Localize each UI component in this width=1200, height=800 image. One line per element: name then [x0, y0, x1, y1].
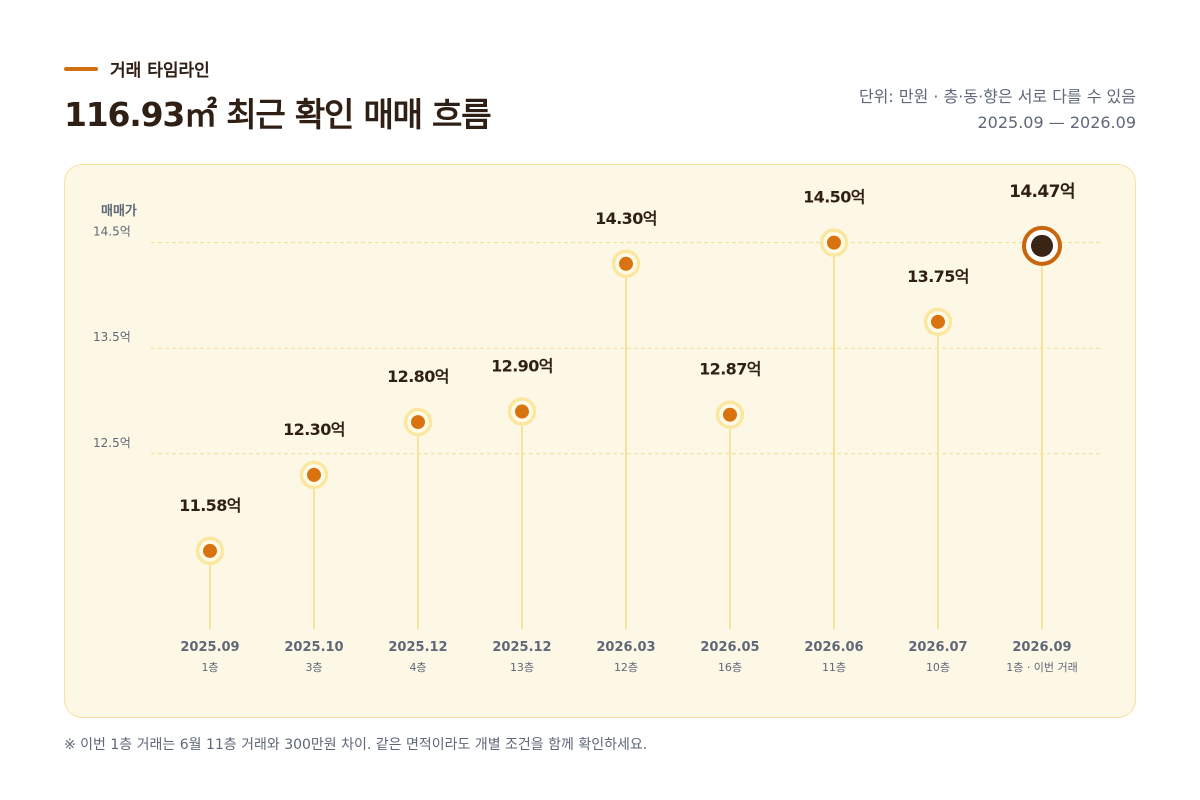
page-title: 116.93㎡ 최근 확인 매매 흐름 — [64, 95, 492, 134]
section-eyebrow: 거래 타임라인 — [64, 56, 210, 81]
x-floor-label: 3층 — [305, 661, 322, 674]
point-marker — [203, 543, 217, 558]
x-floor-label: 12층 — [614, 661, 638, 674]
x-date-label: 2026.07 — [908, 640, 967, 655]
eyebrow-accent-line — [64, 66, 98, 71]
x-floor-label: 13층 — [510, 661, 534, 674]
x-floor-label: 16층 — [718, 661, 742, 674]
x-date-label: 2025.09 — [180, 640, 239, 655]
point-value-label: 14.50억 — [803, 188, 865, 207]
point-value-label: 12.30억 — [283, 420, 345, 439]
point-value-label: 12.87억 — [699, 360, 761, 379]
point-marker — [411, 415, 425, 430]
x-floor-label: 10층 — [926, 661, 950, 674]
x-date-label: 2025.12 — [388, 640, 447, 655]
point-marker — [515, 404, 529, 419]
transaction-timeline-chart: 매매가 14.5억 13.5억 12.5억 11.58억 2025.09 1층 12.30억 2… — [93, 182, 1101, 674]
x-date-label: 2026.05 — [700, 640, 759, 655]
x-floor-label: 4층 — [409, 661, 426, 674]
point-value-label: 13.75억 — [907, 267, 969, 286]
y-tick-label: 12.5억 — [93, 436, 131, 450]
x-floor-label: 11층 — [822, 661, 846, 674]
point-marker — [619, 256, 633, 271]
point-value-label: 14.47억 — [1009, 182, 1075, 202]
point-marker — [931, 314, 945, 329]
y-axis-label: 매매가 — [101, 204, 137, 219]
point-value-label: 12.90억 — [491, 357, 553, 376]
chart-meta: 단위: 만원 · 층·동·향은 서로 다를 수 있음 2025.09 — 202… — [859, 84, 1136, 136]
point-marker — [827, 235, 841, 250]
unit-note: 단위: 만원 · 층·동·향은 서로 다를 수 있음 — [858, 87, 1136, 106]
point-value-label: 14.30억 — [595, 209, 657, 228]
point-marker — [723, 407, 737, 422]
x-floor-label: 1층 — [201, 661, 218, 674]
x-floor-label: 1층 · 이번 거래 — [1006, 661, 1078, 674]
x-date-label: 2026.03 — [596, 640, 655, 655]
date-range: 2025.09 — 2026.09 — [977, 113, 1137, 132]
highlight-point-marker — [1031, 234, 1053, 257]
x-date-label: 2025.10 — [284, 640, 343, 655]
x-date-label: 2026.06 — [804, 640, 863, 655]
eyebrow-text: 거래 타임라인 — [110, 61, 210, 81]
chart-panel: 매매가 14.5억 13.5억 12.5억 11.58억 2025.09 1층 12.30억 2… — [64, 164, 1136, 718]
x-date-label: 2025.12 — [492, 640, 551, 655]
point-marker — [307, 467, 321, 482]
footnote: ※ 이번 1층 거래는 6월 11층 거래와 300만원 차이. 같은 면적이라… — [64, 737, 648, 753]
x-date-label: 2026.09 — [1012, 640, 1071, 655]
y-tick-label: 14.5억 — [93, 225, 131, 239]
point-value-label: 11.58억 — [179, 496, 241, 515]
point-value-label: 12.80억 — [387, 367, 449, 386]
y-tick-label: 13.5억 — [93, 330, 131, 344]
